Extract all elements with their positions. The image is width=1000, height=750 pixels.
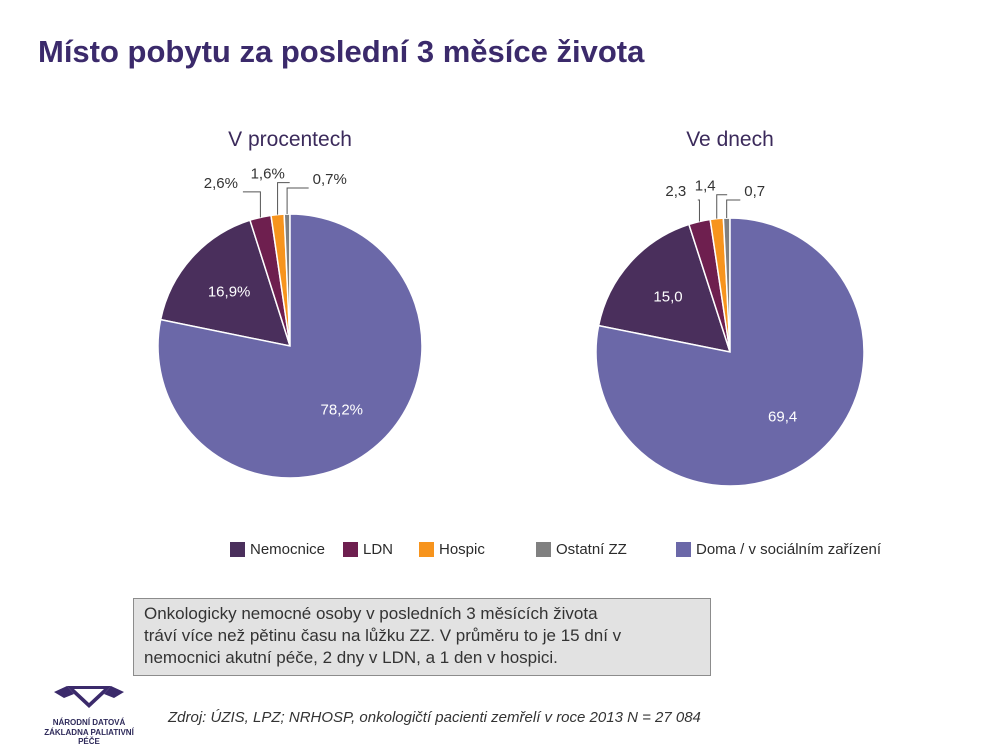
leader-line bbox=[277, 182, 290, 215]
legend-label: Doma / v sociálním zařízení bbox=[696, 541, 882, 558]
chart-title: V procentech bbox=[228, 128, 352, 151]
legend-swatch bbox=[230, 542, 245, 557]
pie-slice bbox=[597, 223, 732, 353]
logo-mark-icon bbox=[54, 686, 124, 708]
leader-line bbox=[286, 187, 309, 215]
data-label: 0,7 bbox=[744, 183, 765, 200]
data-label: 1,6% bbox=[251, 166, 285, 183]
pie-svg: 16,9% 2,6% 1,6% 0,7% 78,2% bbox=[157, 166, 423, 479]
legend-swatch bbox=[676, 542, 691, 557]
pie-chart-percent: V procentech 16,9% 2,6% 1,6% 0,7% 78,2% bbox=[120, 120, 460, 520]
leader-line bbox=[726, 199, 741, 219]
note-line: Onkologicky nemocné osoby v posledních 3… bbox=[144, 604, 598, 623]
leader-line bbox=[716, 194, 728, 219]
leader-line bbox=[242, 191, 261, 218]
note-line: tráví více než pětinu času na lůžku ZZ. … bbox=[144, 626, 622, 645]
data-label: 2,6% bbox=[204, 175, 238, 192]
logo-text: ZÁKLADNA PALIATIVNÍ PÉČE bbox=[44, 728, 134, 746]
pie-slice bbox=[159, 219, 292, 347]
legend-swatch bbox=[343, 542, 358, 557]
legend-item-ostatni-zz: Ostatní ZZ bbox=[536, 541, 627, 558]
summary-note: Onkologicky nemocné osoby v posledních 3… bbox=[133, 598, 711, 676]
chart-title: Ve dnech bbox=[686, 128, 774, 151]
legend-item-nemocnice: Nemocnice bbox=[230, 541, 325, 558]
leader-line bbox=[697, 199, 700, 222]
legend-label: Nemocnice bbox=[250, 541, 326, 558]
legend-swatch bbox=[536, 542, 551, 557]
pie-svg: 15,0 2,3 1,4 0,7 69,4 bbox=[595, 178, 865, 487]
legend: Nemocnice LDN Hospic Ostatní ZZ Doma / v… bbox=[230, 541, 930, 563]
legend-item-hospic: Hospic bbox=[419, 541, 485, 558]
source-note: Zdroj: ÚZIS, LPZ; NRHOSP, onkologičtí pa… bbox=[168, 709, 701, 726]
legend-label: LDN bbox=[363, 541, 394, 558]
data-label: 1,4 bbox=[695, 178, 716, 195]
legend-swatch bbox=[419, 542, 434, 557]
legend-item-ldn: LDN bbox=[343, 541, 393, 558]
logo: NÁRODNÍ DATOVÁ ZÁKLADNA PALIATIVNÍ PÉČE bbox=[34, 682, 144, 746]
data-label: 15,0 bbox=[653, 289, 682, 306]
page-title: Místo pobytu za poslední 3 měsíce života bbox=[38, 34, 645, 69]
legend-label: Hospic bbox=[439, 541, 485, 558]
data-label: 69,4 bbox=[768, 408, 797, 425]
data-label: 0,7% bbox=[313, 171, 347, 188]
data-label: 16,9% bbox=[208, 283, 251, 300]
note-line: nemocnici akutní péče, 2 dny v LDN, a 1 … bbox=[144, 648, 558, 667]
data-label: 2,3 bbox=[665, 183, 686, 200]
pie-chart-days: Ve dnech 15,0 2,3 1,4 0,7 69,4 bbox=[560, 120, 900, 520]
legend-label: Ostatní ZZ bbox=[556, 541, 627, 558]
pie-slice bbox=[157, 213, 423, 479]
data-label: 78,2% bbox=[320, 401, 363, 418]
legend-item-doma: Doma / v sociálním zařízení bbox=[676, 541, 881, 558]
logo-text: NÁRODNÍ DATOVÁ bbox=[52, 718, 126, 727]
pie-slice bbox=[595, 217, 865, 487]
